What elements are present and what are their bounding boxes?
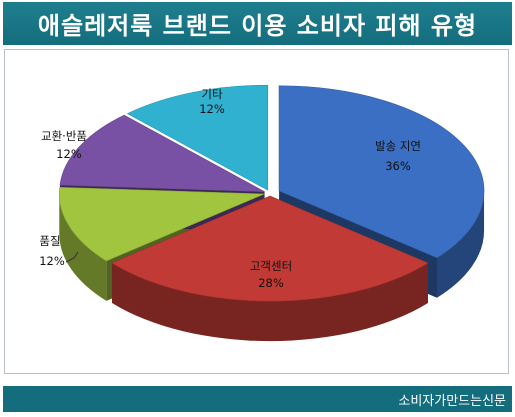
slice-발송-지연[interactable]: [278, 85, 485, 259]
slice-name-품질: 품질: [39, 234, 60, 248]
source-credit: 소비자가만드는신문: [398, 393, 506, 409]
slice-value-발송-지연: 36%: [385, 159, 411, 173]
pie-tops: [58, 84, 485, 302]
chart-title: 애슬레저룩 브랜드 이용 소비자 피해 유형: [37, 12, 478, 40]
slice-품질[interactable]: [58, 187, 265, 262]
slice-side-발송-지연: [437, 190, 485, 298]
slice-value-고객센터: 28%: [258, 276, 284, 290]
title-bar: 애슬레저룩 브랜드 이용 소비자 피해 유형: [3, 2, 512, 45]
slice-name-고객센터: 고객센터: [250, 259, 292, 273]
slice-고객센터[interactable]: [111, 195, 429, 302]
slice-value-품질: 12%: [39, 254, 65, 268]
slice-value-기타: 12%: [199, 102, 225, 116]
leader-line-quality: [65, 251, 79, 263]
slice-side-고객센터: [112, 263, 428, 342]
slice-기타[interactable]: [126, 84, 269, 191]
slice-교환-반품[interactable]: [59, 114, 265, 192]
slice-value-교환-반품: 12%: [56, 147, 82, 161]
footer-bar: 소비자가만드는신문: [3, 386, 512, 412]
slice-side-품질: [59, 193, 107, 301]
slice-name-발송-지연: 발송 지연: [375, 139, 421, 153]
slice-name-교환-반품: 교환·반품: [41, 129, 87, 143]
slice-name-기타: 기타: [201, 87, 223, 101]
